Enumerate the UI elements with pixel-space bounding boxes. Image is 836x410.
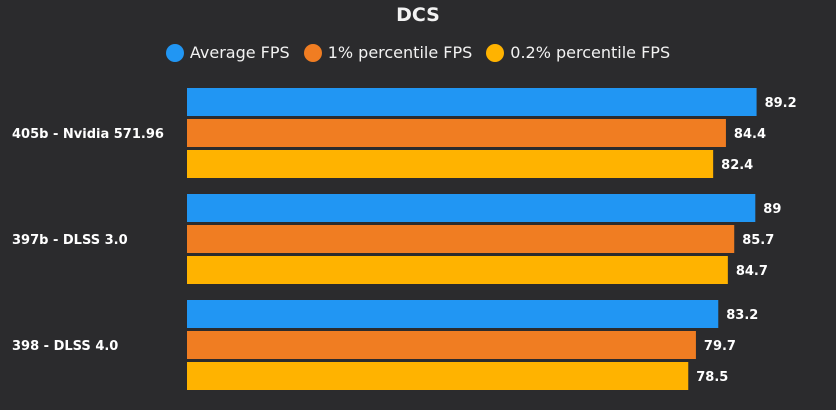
legend-item-1pct-fps: 1% percentile FPS bbox=[303, 43, 473, 62]
legend: Average FPS 1% percentile FPS 0.2% perce… bbox=[0, 43, 836, 62]
legend-swatch-1pct-fps bbox=[303, 43, 322, 62]
bar-average-fps-405b-nvidia-571-96 bbox=[187, 88, 757, 116]
legend-label-0-2pct-fps: 0.2% percentile FPS bbox=[510, 43, 671, 62]
bar-0-2-percentile-fps-397b-dlss-3-0 bbox=[187, 256, 728, 284]
bar-1-percentile-fps-405b-nvidia-571-96 bbox=[187, 119, 726, 147]
data-label-1-percentile-fps-398-dlss-4-0: 79.7 bbox=[704, 339, 736, 354]
bar-average-fps-397b-dlss-3-0 bbox=[187, 194, 756, 222]
legend-item-average-fps: Average FPS bbox=[165, 43, 290, 62]
bar-0-2-percentile-fps-398-dlss-4-0 bbox=[187, 362, 689, 390]
data-label-0-2-percentile-fps-405b-nvidia-571-96: 82.4 bbox=[721, 158, 753, 173]
category-label-398-dlss-4-0: 398 - DLSS 4.0 bbox=[12, 339, 118, 354]
data-label-1-percentile-fps-397b-dlss-3-0: 85.7 bbox=[742, 233, 774, 248]
legend-swatch-0-2pct-fps bbox=[486, 43, 505, 62]
data-label-0-2-percentile-fps-397b-dlss-3-0: 84.7 bbox=[736, 264, 768, 279]
bar-1-percentile-fps-397b-dlss-3-0 bbox=[187, 225, 735, 253]
legend-item-0-2pct-fps: 0.2% percentile FPS bbox=[486, 43, 670, 62]
category-label-397b-dlss-3-0: 397b - DLSS 3.0 bbox=[12, 233, 128, 248]
legend-swatch-average-fps bbox=[165, 43, 184, 62]
category-label-405b-nvidia-571-96: 405b - Nvidia 571.96 bbox=[12, 127, 164, 142]
data-label-average-fps-397b-dlss-3-0: 89 bbox=[763, 202, 781, 217]
chart-title: DCS bbox=[396, 4, 440, 26]
bar-average-fps-398-dlss-4-0 bbox=[187, 300, 719, 328]
data-label-1-percentile-fps-405b-nvidia-571-96: 84.4 bbox=[734, 127, 766, 142]
data-label-0-2-percentile-fps-398-dlss-4-0: 78.5 bbox=[696, 370, 728, 385]
data-label-average-fps-398-dlss-4-0: 83.2 bbox=[726, 308, 758, 323]
legend-label-average-fps: Average FPS bbox=[189, 43, 290, 62]
data-label-average-fps-405b-nvidia-571-96: 89.2 bbox=[765, 96, 797, 111]
bar-0-2-percentile-fps-405b-nvidia-571-96 bbox=[187, 150, 714, 178]
legend-label-1pct-fps: 1% percentile FPS bbox=[327, 43, 473, 62]
bar-1-percentile-fps-398-dlss-4-0 bbox=[187, 331, 696, 359]
